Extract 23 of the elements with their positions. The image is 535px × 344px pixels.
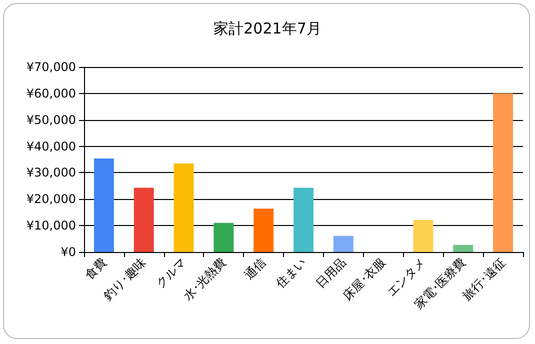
bar <box>254 208 274 252</box>
x-tick-label: 食費 <box>82 255 109 282</box>
bar <box>333 236 354 252</box>
y-tick-label: ¥50,000 <box>26 112 76 127</box>
y-tick-label: ¥70,000 <box>26 60 76 74</box>
bar <box>174 163 194 252</box>
x-tick-label: 住まい <box>272 255 308 292</box>
y-tick-label: ¥10,000 <box>26 218 76 233</box>
y-tick-label: ¥20,000 <box>26 192 76 206</box>
bar <box>453 244 474 252</box>
x-tick-label: 通信 <box>242 255 269 282</box>
bar <box>413 220 434 252</box>
bar <box>94 158 114 252</box>
x-tick-label: クルマ <box>153 255 189 290</box>
bar <box>294 188 314 252</box>
chart-title: 家計2021年7月 <box>214 20 322 38</box>
y-tick-label: ¥60,000 <box>26 86 76 100</box>
y-tick-label: ¥40,000 <box>26 139 76 154</box>
y-tick-label: ¥30,000 <box>26 166 76 180</box>
y-tick-label: ¥0 <box>60 245 76 259</box>
bar <box>214 222 234 252</box>
bar <box>493 93 514 252</box>
bar <box>134 188 154 252</box>
